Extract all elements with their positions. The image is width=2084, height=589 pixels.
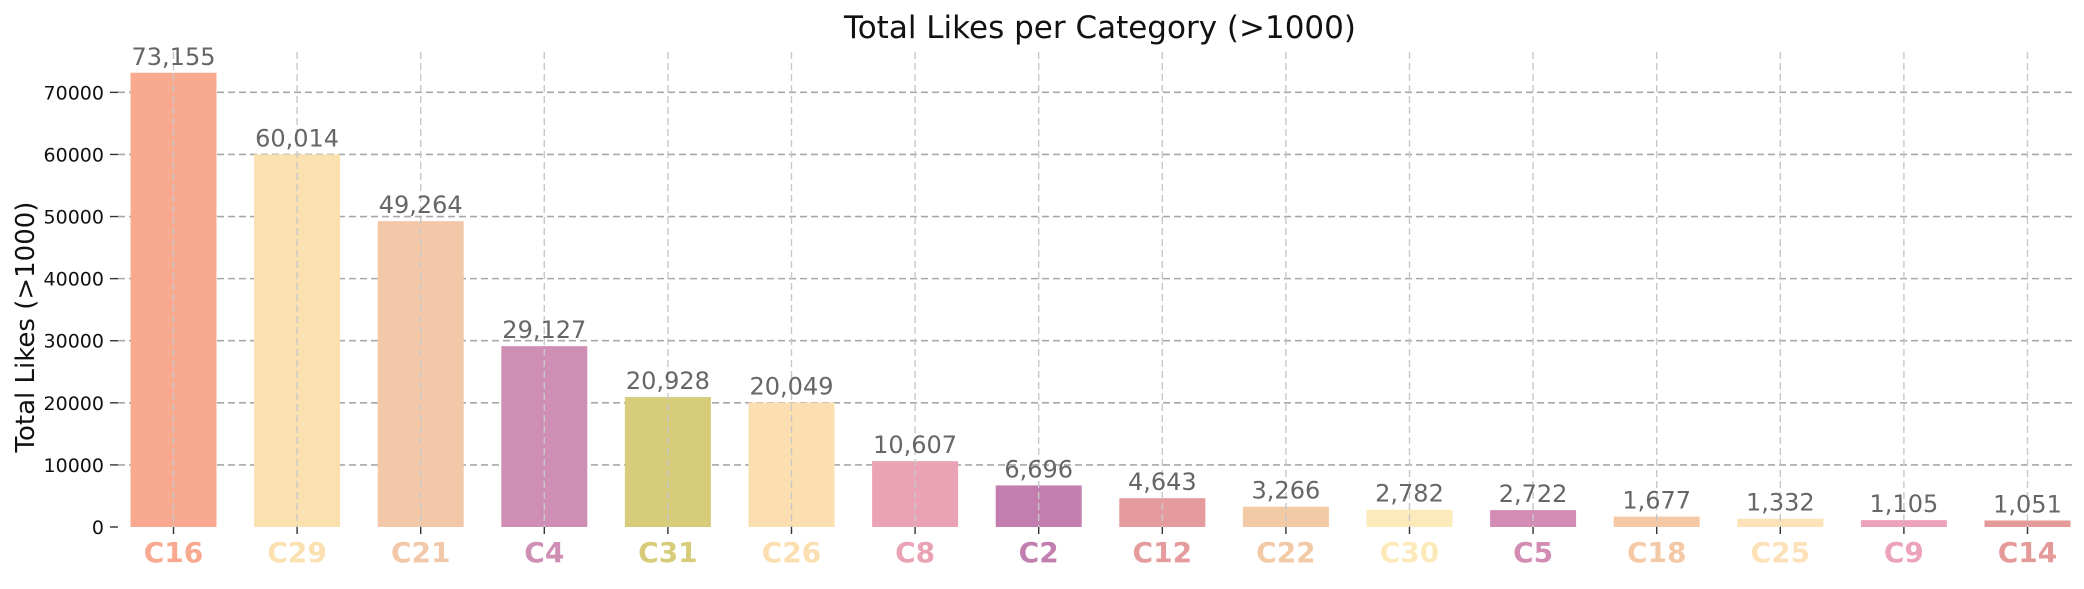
- y-tick-label: 0: [92, 517, 104, 539]
- value-label-c16: 73,155: [132, 43, 216, 71]
- x-tick-label-c31: C31: [638, 536, 698, 569]
- x-tick-label-c21: C21: [391, 536, 451, 569]
- x-tick-label-c12: C12: [1133, 536, 1193, 569]
- value-label-c21: 49,264: [379, 191, 463, 219]
- x-tick-label-c26: C26: [762, 536, 822, 569]
- value-label-c18: 1,677: [1622, 487, 1691, 515]
- value-label-c26: 20,049: [750, 373, 834, 401]
- x-tick-label-c16: C16: [144, 536, 204, 569]
- x-tick-label-c18: C18: [1627, 536, 1687, 569]
- value-label-c9: 1,105: [1870, 490, 1939, 518]
- x-tick-label-c5: C5: [1513, 536, 1553, 569]
- chart-title: Total Likes per Category (>1000): [843, 10, 1356, 46]
- y-axis-ticks: 0 10000 20000 30000 40000 50000 60000 70000: [44, 82, 118, 539]
- value-label-c8: 10,607: [873, 431, 957, 459]
- value-label-c12: 4,643: [1128, 468, 1197, 496]
- value-label-c14: 1,051: [1993, 490, 2062, 518]
- bar-c25: [1737, 518, 1824, 527]
- vertical-grid: [172, 52, 2029, 527]
- x-tick-label-c9: C9: [1884, 536, 1924, 569]
- value-label-c25: 1,332: [1746, 489, 1815, 517]
- x-tick-label-c25: C25: [1751, 536, 1811, 569]
- value-label-c2: 6,696: [1004, 455, 1073, 483]
- y-tick-label: 10000: [44, 455, 104, 477]
- value-label-c30: 2,782: [1375, 480, 1444, 508]
- value-labels: 73,155 60,014 49,264 29,127 20,928 20,049 10,6…: [132, 43, 2062, 519]
- bar-c9: [1860, 520, 1947, 527]
- bar-c14: [1984, 520, 2071, 527]
- bar-c12: [1119, 498, 1206, 527]
- bar-c18: [1613, 516, 1700, 527]
- x-tick-label-c2: C2: [1019, 536, 1059, 569]
- x-tick-label-c30: C30: [1380, 536, 1440, 569]
- x-tick-label-c4: C4: [524, 536, 564, 569]
- y-tick-label: 50000: [44, 207, 104, 229]
- x-tick-label-c8: C8: [895, 536, 935, 569]
- y-tick-label: 30000: [44, 331, 104, 353]
- y-axis-label: Total Likes (>1000): [11, 202, 41, 454]
- value-label-c5: 2,722: [1499, 480, 1568, 508]
- y-tick-label: 40000: [44, 269, 104, 291]
- x-axis-ticks: C16 C29 C21 C4 C31 C26 C8 C2 C12 C22 C30 C5 C18 C25 C9…: [144, 527, 2058, 569]
- y-tick-label: 20000: [44, 393, 104, 415]
- y-tick-label: 70000: [44, 82, 104, 104]
- bars: [130, 72, 2071, 528]
- value-label-c4: 29,127: [502, 316, 586, 344]
- value-label-c31: 20,928: [626, 367, 710, 395]
- value-label-c22: 3,266: [1252, 477, 1321, 505]
- y-tick-label: 60000: [44, 144, 104, 166]
- value-label-c29: 60,014: [255, 124, 339, 152]
- x-tick-label-c14: C14: [1998, 536, 2058, 569]
- x-tick-label-c29: C29: [267, 536, 327, 569]
- x-tick-label-c22: C22: [1256, 536, 1316, 569]
